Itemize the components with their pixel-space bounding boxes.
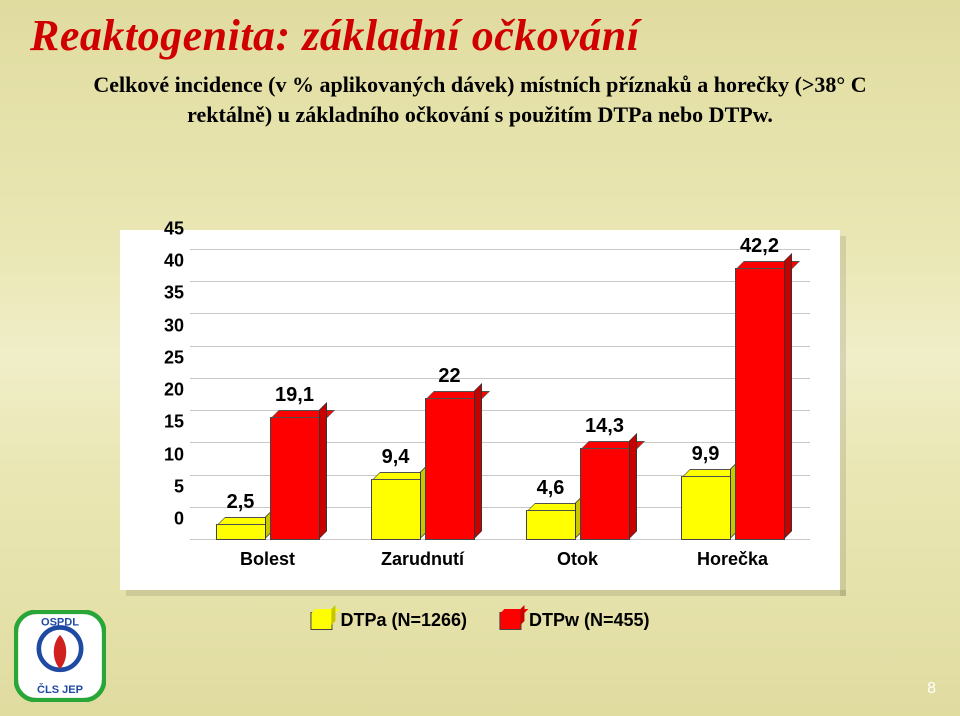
chart-legend: DTPa (N=1266) DTPw (N=455) [310,610,649,631]
bar [681,476,731,540]
bar [371,479,421,540]
ytick-label: 20 [150,380,184,401]
legend-swatch [499,612,521,630]
value-label: 19,1 [275,384,314,407]
category-label: Bolest [190,549,345,570]
legend-label: DTPw (N=455) [529,610,650,630]
ytick-label: 15 [150,412,184,433]
category-label: Zarudnutí [345,549,500,570]
value-label: 2,5 [227,491,255,514]
bar-group: 4,614,3Otok [500,250,655,540]
ytick-label: 0 [150,509,184,530]
logo-top-text: OSPDL [41,617,79,629]
ytick-label: 40 [150,251,184,272]
bar [216,524,266,540]
bar-group: 9,422Zarudnutí [345,250,500,540]
page-number: 8 [927,680,936,698]
logo-bottom-text: ČLS JEP [37,683,83,696]
ytick-label: 25 [150,347,184,368]
legend-label: DTPa (N=1266) [340,610,467,630]
legend-swatch [310,612,332,630]
bar [425,398,475,540]
bar [270,417,320,540]
ytick-label: 35 [150,283,184,304]
bar [526,510,576,540]
value-label: 9,9 [692,443,720,466]
legend-item: DTPw (N=455) [499,610,650,631]
legend-item: DTPa (N=1266) [310,610,467,631]
ytick-label: 5 [150,476,184,497]
value-label: 9,4 [382,446,410,469]
logo-ospdl: OSPDL ČLS JEP [14,610,106,702]
ytick-label: 10 [150,444,184,465]
bar [735,268,785,540]
ytick-label: 30 [150,315,184,336]
slide-title: Reaktogenita: základní očkování [30,10,640,61]
value-label: 14,3 [585,415,624,438]
chart: 0510152025303540452,519,1Bolest9,422Zaru… [120,230,840,590]
category-label: Horečka [655,549,810,570]
bar-group: 9,942,2Horečka [655,250,810,540]
category-label: Otok [500,549,655,570]
value-label: 42,2 [740,235,779,258]
slide-subtitle: Celkové incidence (v % aplikovaných dáve… [60,70,900,129]
bar [580,448,630,540]
ytick-label: 45 [150,219,184,240]
slide: Reaktogenita: základní očkování Celkové … [0,0,960,716]
value-label: 4,6 [537,477,565,500]
plot-area: 0510152025303540452,519,1Bolest9,422Zaru… [190,250,810,540]
value-label: 22 [438,365,460,388]
bar-group: 2,519,1Bolest [190,250,345,540]
